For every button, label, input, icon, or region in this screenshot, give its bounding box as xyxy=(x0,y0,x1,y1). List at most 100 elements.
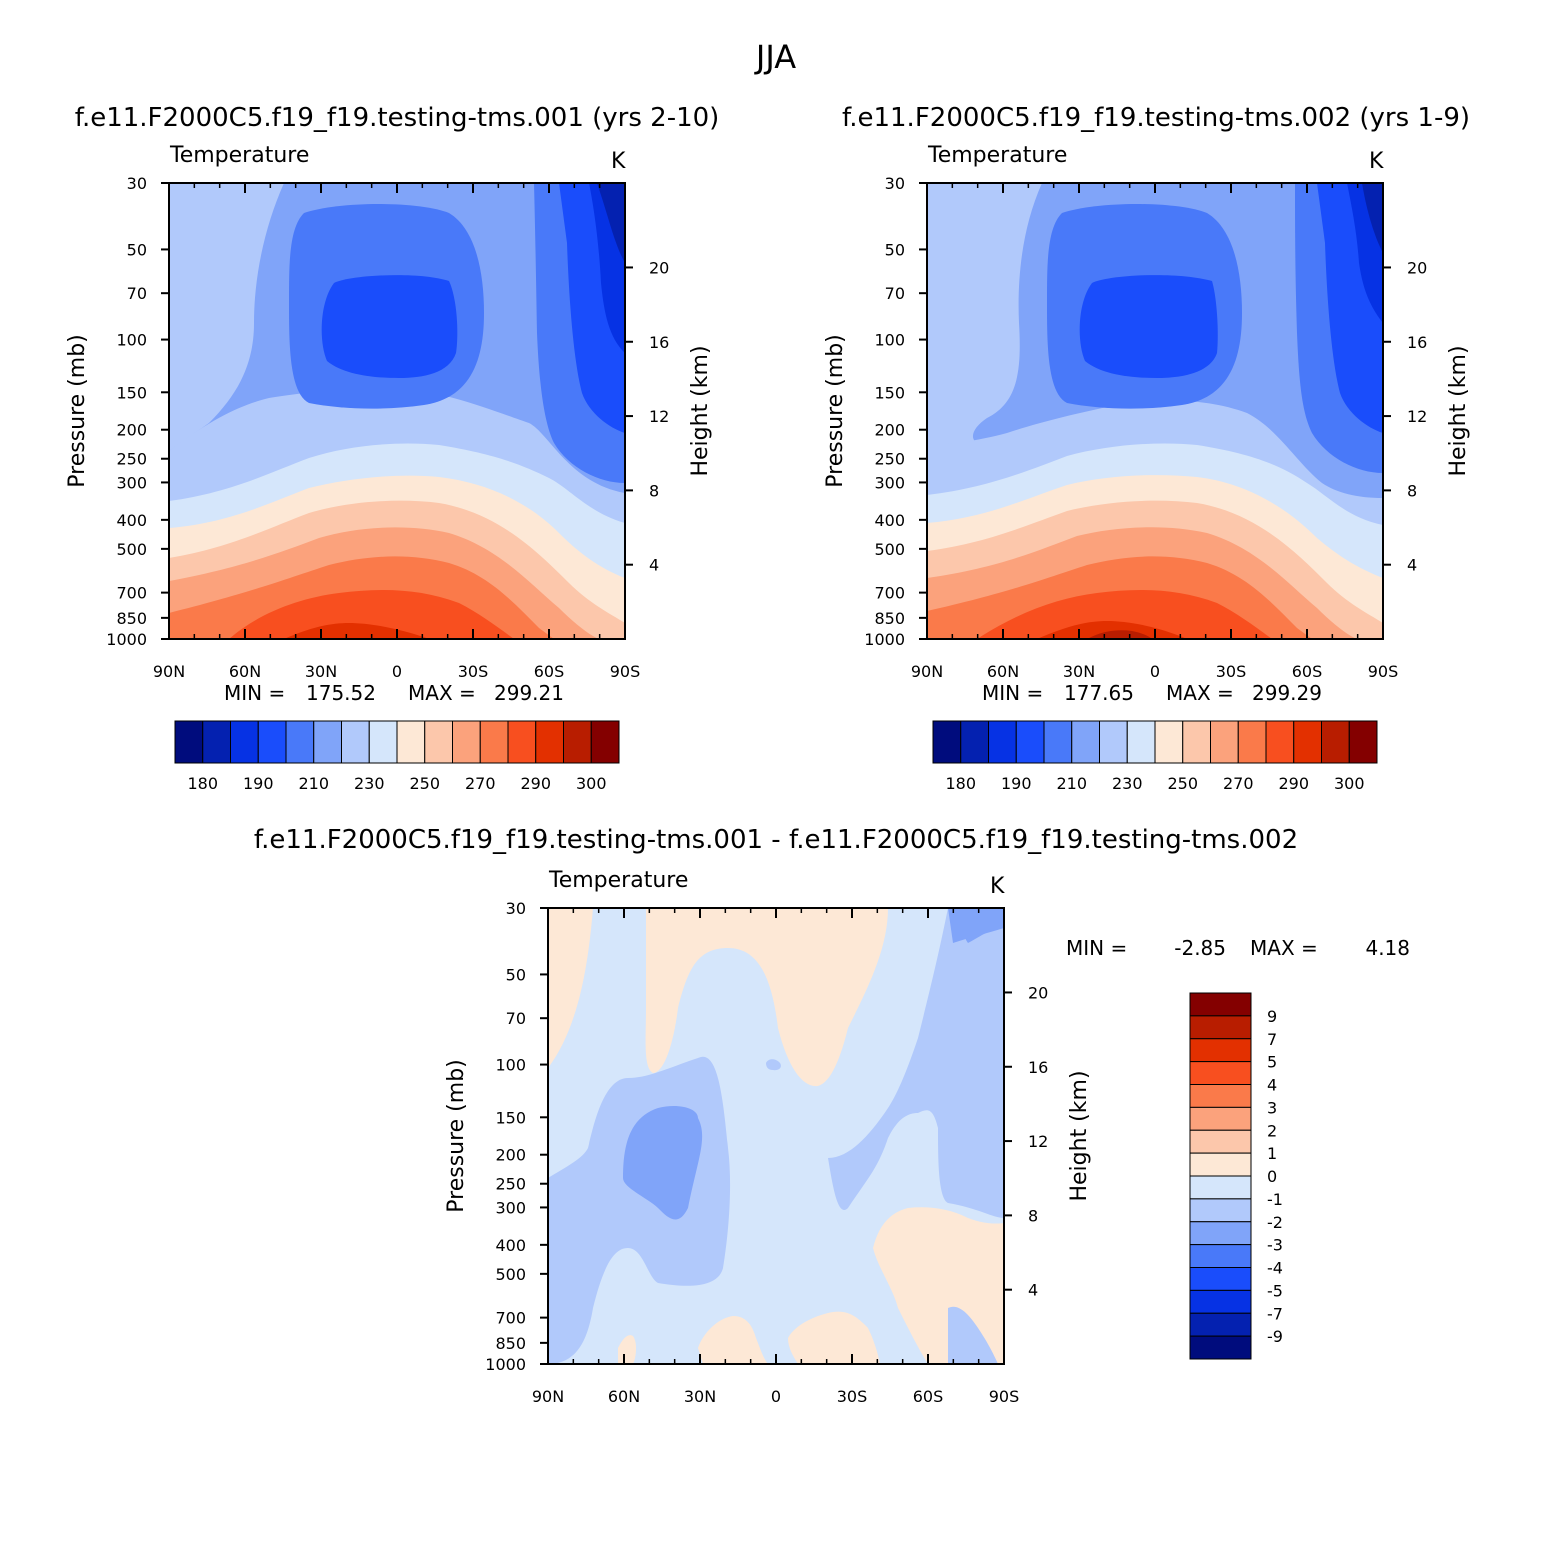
panel-model-002: f.e11.F2000C5.f19_f19.testing-tms.002 (y… xyxy=(823,103,1471,793)
colorbar-swatch xyxy=(341,720,370,764)
colorbar-swatch xyxy=(1189,1244,1252,1268)
panel-2-title: f.e11.F2000C5.f19_f19.testing-tms.002 (y… xyxy=(842,103,1470,133)
colorbar-label: 300 xyxy=(576,774,607,793)
x-tick-label: 90S xyxy=(989,1387,1020,1406)
x-tick-label: 90N xyxy=(153,662,185,681)
colorbar-label: 5 xyxy=(1267,1053,1277,1072)
colorbar-swatch xyxy=(563,720,592,764)
x-tick-label: 30N xyxy=(1063,662,1095,681)
y-tick-label: 850 xyxy=(116,609,147,628)
band-pos-a xyxy=(548,908,593,1068)
panel-1-variable: Temperature xyxy=(169,143,309,168)
band-neg2-to-neg3 xyxy=(623,1106,703,1220)
panel-model-001: f.e11.F2000C5.f19_f19.testing-tms.001 (y… xyxy=(65,103,719,793)
x-tick-label: 30S xyxy=(1216,662,1247,681)
colorbar-swatch xyxy=(590,720,620,764)
colorbar-label: 3 xyxy=(1267,1098,1277,1117)
y-tick-label: 70 xyxy=(127,284,147,303)
y-tick-label: 50 xyxy=(127,240,147,259)
panel-2-max-value: 299.29 xyxy=(1252,681,1322,705)
colorbar-swatch xyxy=(479,720,509,764)
y-tick-label: 30 xyxy=(127,174,147,193)
panel-2-units: K xyxy=(1369,149,1384,174)
panel-2-axes: 90N 60N 30N 0 30S 60S 90S 30 50 70 100 150 200 250 300… xyxy=(823,174,1471,681)
colorbar-swatch xyxy=(1189,1221,1252,1246)
x-tick-label: 60N xyxy=(987,662,1019,681)
y-tick-label: 250 xyxy=(116,450,147,469)
band-230-upper xyxy=(927,183,1042,445)
colorbar-swatch xyxy=(257,720,287,764)
x-tick-label: 30S xyxy=(837,1387,868,1406)
x-tick-label: 60S xyxy=(913,1387,944,1406)
colorbar-swatch xyxy=(1182,720,1211,764)
panel-3-colorbar: 9 7 5 4 3 2 1 0 -1 -2 -3 -4 -5 -7 -9 xyxy=(1189,992,1283,1360)
panel-difference: f.e11.F2000C5.f19_f19.testing-tms.001 - … xyxy=(254,825,1410,1406)
x-tick-label: 90N xyxy=(532,1387,564,1406)
colorbar-label: 250 xyxy=(409,774,440,793)
y-right-tick-label: 8 xyxy=(649,481,659,500)
y-right-axis-label: Height (km) xyxy=(688,345,713,476)
colorbar-swatch xyxy=(1189,1289,1252,1314)
colorbar-swatch xyxy=(1015,720,1045,764)
colorbar-swatch xyxy=(1189,1267,1252,1291)
y-tick-label: 30 xyxy=(885,174,905,193)
y-right-tick-label: 12 xyxy=(1407,407,1427,426)
colorbar-swatch xyxy=(1126,720,1156,764)
colorbar-swatch xyxy=(1348,720,1378,764)
y-tick-label: 200 xyxy=(116,421,147,440)
colorbar-label: 210 xyxy=(298,774,329,793)
y-tick-label: 100 xyxy=(116,331,147,350)
y-tick-label: 1000 xyxy=(864,630,905,649)
colorbar-swatch xyxy=(1189,1198,1252,1223)
colorbar-label: -5 xyxy=(1267,1281,1283,1300)
panel-3-units: K xyxy=(990,874,1005,899)
colorbar-label: 250 xyxy=(1167,774,1198,793)
band-pos-b xyxy=(645,908,888,1087)
colorbar-swatch xyxy=(535,720,564,764)
band-180-sp xyxy=(597,183,625,263)
panel-3-min-value: -2.85 xyxy=(1174,936,1226,960)
y-tick-label: 50 xyxy=(506,965,526,984)
y-right-tick-label: 16 xyxy=(649,333,669,352)
colorbar-swatch xyxy=(1099,720,1128,764)
panel-3-axes: 90N 60N 30N 0 30S 60S 90S 30 50 70 100 150 200 250 300… xyxy=(444,899,1092,1406)
y-tick-label: 1000 xyxy=(106,630,147,649)
y-right-tick-label: 16 xyxy=(1407,333,1427,352)
x-tick-label: 30N xyxy=(684,1387,716,1406)
main-title: JJA xyxy=(754,38,796,76)
colorbar-swatch xyxy=(1189,1106,1252,1131)
colorbar-label: -3 xyxy=(1267,1236,1283,1255)
colorbar-label: 210 xyxy=(1056,774,1087,793)
colorbar-swatch xyxy=(285,720,315,764)
y-right-tick-label: 8 xyxy=(1028,1206,1038,1225)
colorbar-swatch xyxy=(1189,1015,1252,1040)
colorbar-label: 180 xyxy=(187,774,218,793)
colorbar-swatch xyxy=(1154,720,1184,764)
colorbar-swatch xyxy=(1189,992,1252,1017)
panel-3-min-label: MIN = xyxy=(1066,936,1127,960)
panel-3-variable: Temperature xyxy=(548,868,688,893)
y-right-tick-label: 20 xyxy=(649,258,669,277)
colorbar-swatch xyxy=(1189,1084,1252,1108)
colorbar-swatch xyxy=(1189,1038,1252,1063)
colorbar-label: -9 xyxy=(1267,1327,1283,1346)
y-right-tick-label: 20 xyxy=(1407,258,1427,277)
panel-1-axes: 90N 60N 30N 0 30S 60S 90S 30 50 70 100 150 200 250 300… xyxy=(65,174,713,681)
y-right-tick-label: 12 xyxy=(1028,1132,1048,1151)
y-tick-label: 700 xyxy=(116,584,147,603)
colorbar-label: 290 xyxy=(1278,774,1309,793)
x-tick-label: 60N xyxy=(229,662,261,681)
y-tick-label: 250 xyxy=(495,1175,526,1194)
band-295 xyxy=(1037,621,1187,639)
band-pos-d xyxy=(788,1311,880,1364)
x-tick-label: 30N xyxy=(305,662,337,681)
colorbar-label: 7 xyxy=(1267,1030,1277,1049)
panel-1-min-value: 175.52 xyxy=(306,681,376,705)
y-tick-label: 200 xyxy=(495,1146,526,1165)
colorbar-swatch xyxy=(1210,720,1239,764)
panel-3-max-label: MAX = xyxy=(1250,936,1318,960)
y-tick-label: 400 xyxy=(495,1236,526,1255)
y-tick-label: 50 xyxy=(885,240,905,259)
y-tick-label: 150 xyxy=(495,1108,526,1127)
